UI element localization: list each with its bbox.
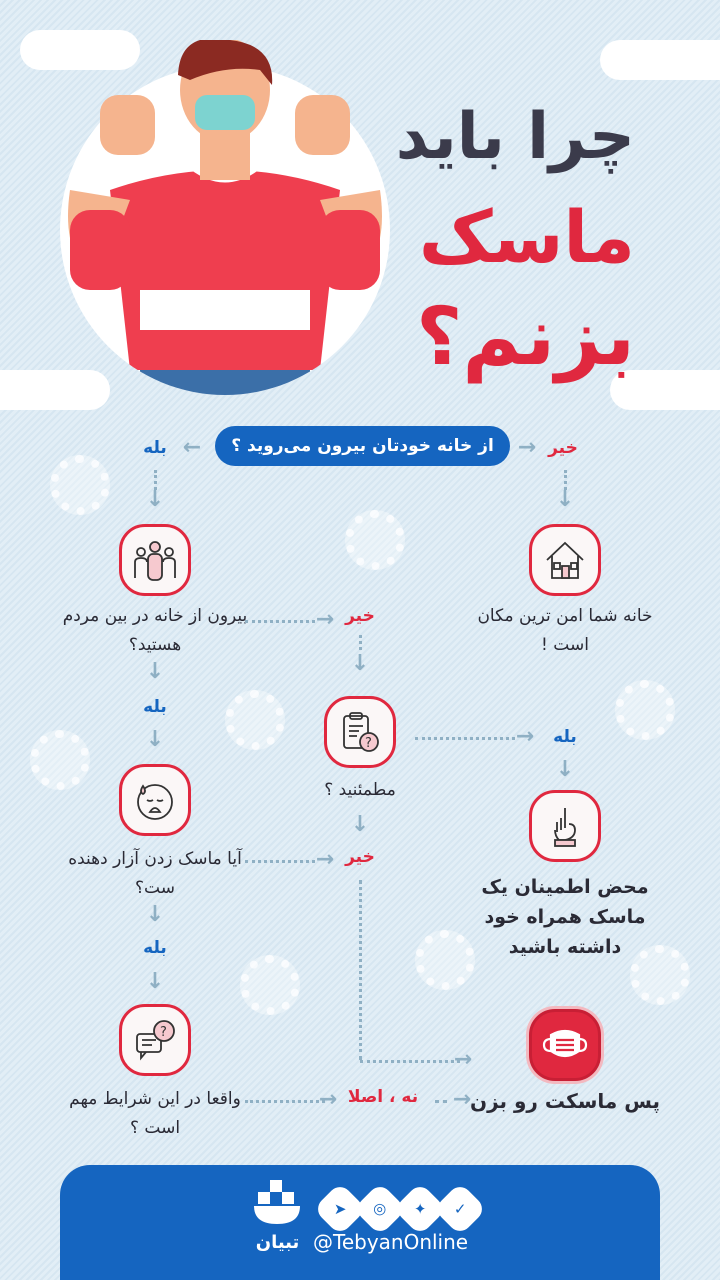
connector (359, 635, 362, 650)
arrow-down-icon: ↓ (350, 651, 370, 676)
node-wear-mask: پس ماسکت رو بزن (470, 1089, 660, 1113)
svg-text:?: ? (160, 1025, 167, 1040)
arrow-down-icon: ↓ (555, 757, 575, 782)
cloud-decoration (20, 30, 140, 70)
cloud-decoration (600, 40, 720, 80)
arrow-down-icon: ↓ (145, 727, 165, 752)
connector (245, 1100, 325, 1103)
virus-decoration (415, 930, 475, 990)
label-no: خیر (345, 606, 375, 626)
label-no: خیر (548, 438, 578, 458)
logo-text: تبیان (255, 1232, 300, 1253)
tebyan-logo (252, 1180, 302, 1225)
people-icon (119, 524, 191, 596)
connector (245, 860, 315, 863)
arrow-down-icon: ↓ (350, 812, 370, 837)
footer (60, 1165, 660, 1280)
virus-decoration (345, 510, 405, 570)
chat-question-icon: ? (119, 1004, 191, 1076)
start-question: از خانه خودتان بیرون می‌روید ؟ (215, 426, 510, 466)
node-important: واقعا در این شرایط مهم است ؟ (69, 1089, 241, 1138)
cloud-decoration (610, 370, 720, 410)
sad-face-icon (119, 764, 191, 836)
arrow-right-icon: → (517, 435, 537, 460)
label-yes: بله (143, 438, 167, 458)
connector (360, 1060, 460, 1063)
arrow-down-icon: ↓ (145, 902, 165, 927)
social-handle[interactable]: @TebyanOnline (313, 1230, 469, 1254)
label-no: خیر (345, 847, 375, 867)
node-carry-mask: محض اطمینان یک ماسک همراه خود داشته باشی… (481, 876, 649, 958)
title-line-3: بزنم؟ (416, 290, 635, 383)
virus-decoration (50, 455, 110, 515)
arrow-right-icon: → (515, 724, 535, 749)
node-annoying: آیا ماسک زدن آزار دهنده ست؟ (68, 849, 242, 898)
node-safe-home: خانه شما امن ترین مکان است ! (477, 606, 653, 655)
arrow-down-icon: ↓ (555, 487, 575, 512)
virus-decoration (30, 730, 90, 790)
finger-up-icon (529, 790, 601, 862)
title-line-1: چرا باید (395, 100, 635, 174)
cloud-decoration (0, 370, 110, 410)
node-sure: مطمئنید ؟ (324, 780, 396, 800)
arrow-right-icon: → (315, 847, 335, 872)
virus-decoration (615, 680, 675, 740)
label-yes: بله (143, 938, 167, 958)
virus-decoration (630, 945, 690, 1005)
connector (564, 470, 567, 490)
title-line-2: ماسک (418, 195, 635, 279)
svg-text:?: ? (365, 736, 372, 751)
connector (359, 880, 362, 1060)
connector (154, 470, 157, 490)
label-not-at-all: نه ، اصلا (347, 1087, 419, 1107)
arrow-right-icon: → (315, 607, 335, 632)
arrow-right-icon: → (318, 1087, 338, 1112)
arrow-down-icon: ↓ (145, 487, 165, 512)
clipboard-question-icon: ? (324, 696, 396, 768)
node-among-people: بیرون از خانه در بین مردم هستید؟ (62, 606, 248, 655)
mask-icon (529, 1009, 601, 1081)
label-yes: بله (143, 697, 167, 717)
man-wearing-mask-illustration (60, 40, 390, 395)
label-yes: بله (553, 727, 577, 747)
connector (245, 620, 315, 623)
connector (415, 737, 515, 740)
virus-decoration (240, 955, 300, 1015)
arrow-left-icon: ← (182, 435, 202, 460)
connector (435, 1100, 447, 1103)
arrow-right-icon: → (452, 1087, 472, 1112)
arrow-right-icon: → (453, 1047, 473, 1072)
arrow-down-icon: ↓ (145, 659, 165, 684)
virus-decoration (225, 690, 285, 750)
arrow-down-icon: ↓ (145, 969, 165, 994)
house-icon (529, 524, 601, 596)
